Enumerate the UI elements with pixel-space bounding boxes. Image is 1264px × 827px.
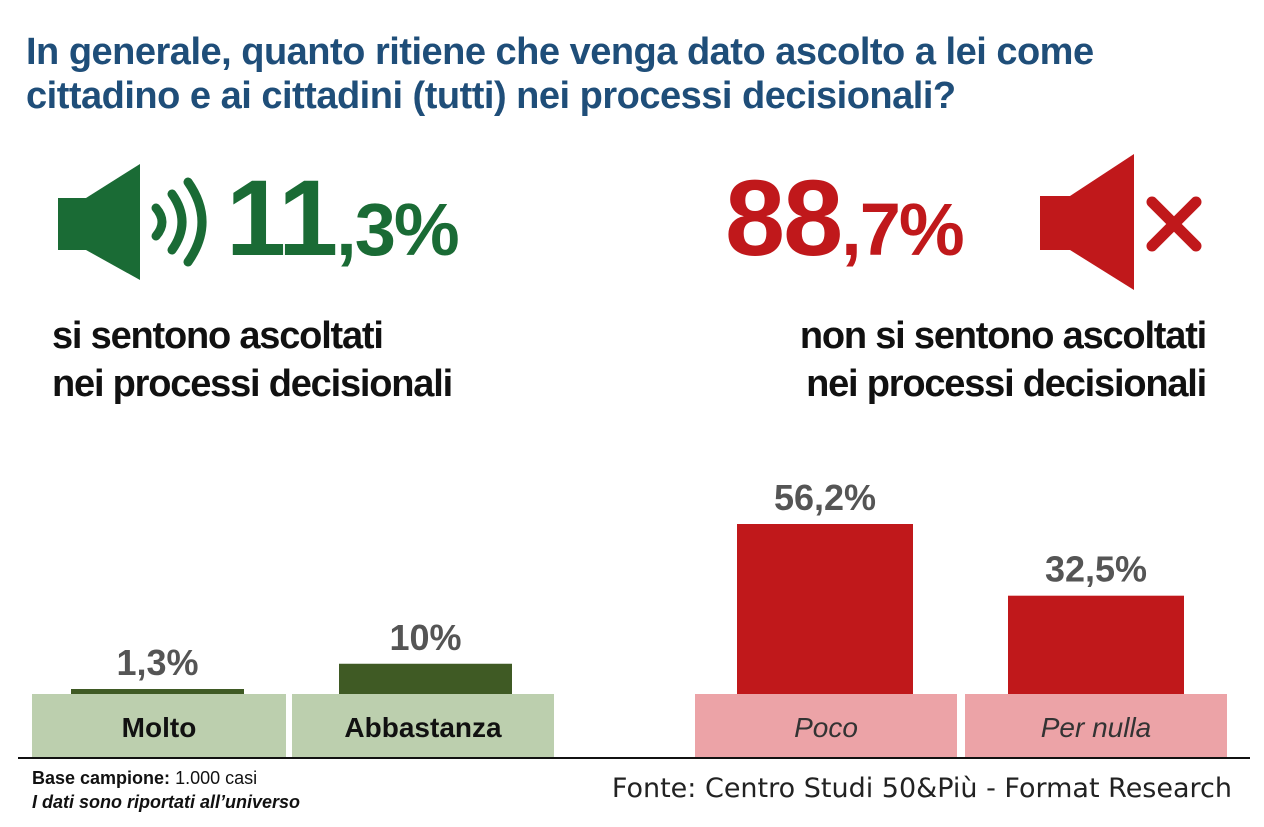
category-box-per-nulla [965,694,1227,757]
universe-note: I dati sono riportati all’universo [32,792,301,812]
description-no: non si sentono ascoltati nei processi de… [799,312,1207,408]
sample-base-label: Base campione: [32,768,171,788]
bar-molto [71,689,244,694]
data-label-abbastanza: 10% [389,617,461,658]
data-label-poco: 56,2% [774,477,876,518]
headline-percentage-no: 88,7% [725,157,965,290]
description-yes-line1: si sentono ascoltati [52,315,384,357]
description-yes: si sentono ascoltati nei processi decisi… [52,312,453,408]
category-box-abbastanza [292,694,554,757]
bar-poco [737,524,913,694]
description-no-line1: non si sentono ascoltati [799,315,1207,357]
category-label-per-nulla: Per nulla [1041,712,1152,743]
speaker-mute-icon [1040,154,1202,290]
page-title: In generale, quanto ritiene che venga da… [26,31,1094,117]
bar-per-nulla [1008,595,1184,694]
category-label-abbastanza: Abbastanza [344,712,502,743]
data-label-per-nulla: 32,5% [1045,549,1147,590]
headline-percentage-yes: 11,3% [226,157,460,290]
description-yes-line2: nei processi decisionali [52,363,453,405]
bar-abbastanza [339,663,512,694]
category-label-poco: Poco [794,712,858,743]
source-note: Fonte: Centro Studi 50&Più - Format Rese… [611,773,1232,804]
sample-base-note: Base campione: 1.000 casi [32,767,257,789]
headline-yes-dec: ,3% [336,188,460,271]
headline-yes-int: 11 [226,157,338,278]
headline-no-int: 88 [725,157,843,278]
sample-base-value: 1.000 casi [175,768,258,788]
category-box-poco [695,694,957,757]
category-box-molto [32,694,286,757]
speaker-sound-icon [58,164,207,280]
description-no-line2: nei processi decisionali [806,363,1207,405]
category-label-molto: Molto [122,712,197,743]
data-label-molto: 1,3% [116,642,198,683]
headline-no-dec: ,7% [841,188,965,271]
